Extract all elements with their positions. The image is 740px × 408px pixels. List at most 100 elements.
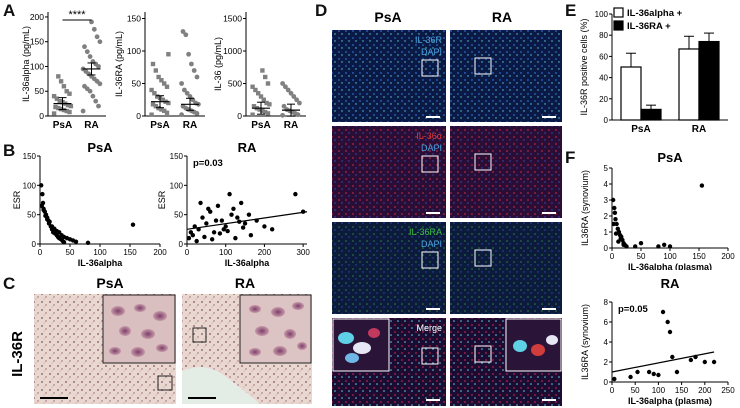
- data-point-circle: [191, 68, 197, 73]
- y-tick-label: 6: [604, 318, 609, 327]
- data-point-square: [58, 106, 64, 112]
- y-tick-label: 50: [35, 86, 45, 96]
- data-point-circle: [179, 81, 184, 86]
- y-tick-label: 8: [604, 298, 609, 307]
- x-tick-label: 0: [610, 386, 615, 395]
- panel-c-histology: IL-36R PsA RA: [9, 276, 312, 404]
- data-point-square: [64, 89, 69, 94]
- y-tick-label: 60: [599, 52, 608, 61]
- data-point-square: [162, 108, 167, 113]
- y-tick-label: 1: [604, 228, 609, 237]
- y-tick-label: 4: [604, 338, 609, 347]
- data-point: [699, 183, 705, 188]
- x-tick-label: 50: [66, 248, 75, 257]
- if-row1-label-2: DAPI: [421, 47, 442, 57]
- x-tick-label: 200: [258, 248, 272, 257]
- data-point-circle: [91, 26, 97, 32]
- legend-label: IL-36RA +: [627, 21, 671, 32]
- data-point-circle: [281, 103, 287, 109]
- data-point-circle: [82, 83, 87, 89]
- data-point-circle: [187, 94, 193, 99]
- data-point: [190, 233, 196, 238]
- data-point: [621, 242, 626, 247]
- data-point-circle: [285, 87, 291, 93]
- data-point-square: [258, 94, 264, 99]
- if-ra-il36ra: [450, 222, 562, 314]
- data-point: [202, 234, 207, 240]
- x-tick-label: 0: [185, 248, 190, 257]
- data-point: [242, 221, 248, 226]
- chart-il36-groups: 0 500 1000 1500 IL-36 (pg/mL) PsA RA: [213, 12, 306, 131]
- data-point: [711, 359, 717, 365]
- x-tick-label: 0: [38, 248, 43, 257]
- histology-ra-inset-cells: [249, 302, 307, 356]
- x-tick-label: RA: [284, 120, 298, 131]
- data-point-square: [51, 111, 57, 116]
- data-point: [613, 217, 618, 222]
- legend-swatch: [613, 7, 624, 18]
- if-row1-label-1: IL-36R: [415, 35, 443, 45]
- data-point: [231, 206, 236, 211]
- data-point: [194, 238, 199, 244]
- data-point-square: [160, 97, 165, 102]
- data-point-square: [156, 74, 161, 80]
- data-point-circle: [294, 97, 299, 103]
- data-point: [235, 215, 240, 220]
- data-point-circle: [189, 61, 194, 67]
- x-tick-label: 200: [698, 386, 712, 395]
- y-tick-label: 0: [179, 240, 184, 249]
- panel-d-title-psa: PsA: [374, 9, 401, 25]
- y-tick-label: 1000: [223, 46, 242, 56]
- chart-title: PsA: [657, 150, 683, 165]
- data-point-square: [251, 104, 257, 109]
- data-point: [633, 244, 638, 249]
- data-point-square: [149, 112, 154, 117]
- significance-label: ****: [68, 9, 86, 21]
- data-point: [262, 224, 267, 229]
- x-tick-label: RA: [183, 120, 197, 131]
- data-point: [61, 240, 67, 245]
- data-point-circle: [280, 81, 285, 86]
- data-point-circle: [288, 90, 294, 96]
- data-point: [616, 239, 621, 244]
- panel-letter-d: D: [315, 1, 328, 20]
- data-point: [130, 222, 136, 227]
- data-point-square: [263, 109, 268, 115]
- y-tick-label: 20: [599, 95, 608, 104]
- data-point: [198, 200, 203, 206]
- data-point-circle: [297, 100, 302, 106]
- data-point: [269, 227, 275, 232]
- data-point: [613, 231, 619, 236]
- data-point: [612, 376, 617, 382]
- data-point: [646, 369, 652, 375]
- data-point-square: [164, 84, 170, 89]
- x-tick-label: PsA: [251, 120, 270, 131]
- data-point-circle: [194, 74, 200, 80]
- if-psa-il36ra-roi: [421, 251, 439, 269]
- chart-il36ra-vs-il36alpha-ra: RA 0 2 4 6 8 0 50 100 150 200 250 IL-36alpha (plasma…: [580, 276, 735, 406]
- panel-c-title-ra: RA: [235, 276, 255, 291]
- data-point-square: [152, 91, 157, 96]
- data-point-square: [68, 103, 74, 109]
- x-tick-label: 0: [610, 252, 615, 261]
- panel-letter-c: C: [3, 274, 16, 293]
- data-point-circle: [82, 44, 87, 50]
- data-point: [667, 329, 673, 335]
- if-ra-merge-inset-cells: [513, 335, 558, 356]
- data-point-square: [260, 108, 265, 113]
- data-point-square: [166, 100, 171, 106]
- y-tick-label: 2: [604, 212, 609, 221]
- data-point-circle: [80, 108, 86, 114]
- bar: [678, 48, 700, 121]
- y-tick-label: 2: [604, 358, 609, 367]
- y-axis-label: IL-36RA (pg/mL): [114, 31, 124, 97]
- data-point: [628, 374, 633, 380]
- data-point-square: [257, 107, 262, 112]
- annotation: p=0.03: [193, 158, 223, 169]
- histology-psa-roi-box: [157, 375, 173, 391]
- data-point-square: [53, 104, 58, 110]
- y-axis-label: IL-36alpha (pg/mL): [21, 26, 31, 102]
- data-point: [248, 233, 254, 238]
- data-point-square: [261, 97, 266, 102]
